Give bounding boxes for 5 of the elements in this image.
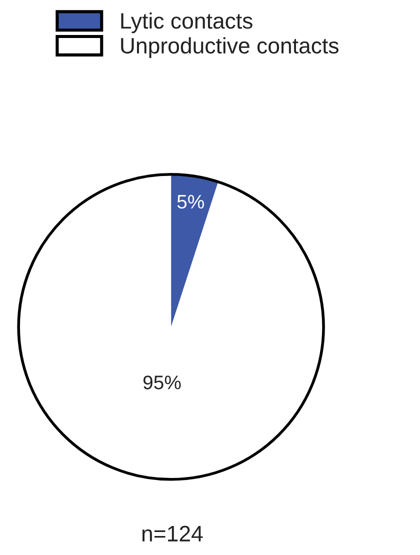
data-label: 95% bbox=[143, 376, 181, 390]
data-label: 5% bbox=[177, 194, 204, 209]
slice-label: Unproductive contacts bbox=[121, 37, 338, 58]
legend-label: Lytic contacts bbox=[121, 12, 252, 34]
text: n=124 bbox=[142, 526, 203, 542]
